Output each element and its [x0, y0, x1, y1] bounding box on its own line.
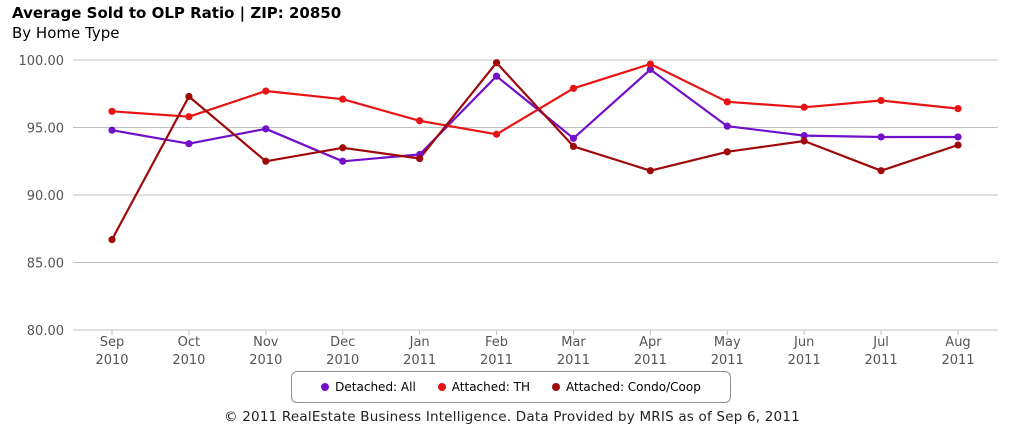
x-tick-label-month: Mar: [561, 335, 586, 350]
x-tick-label-month: Sep: [100, 335, 125, 350]
series-line-attached-th: [111, 62, 959, 136]
data-point-attached-th: [877, 96, 885, 105]
x-tick-label-year: 2010: [249, 353, 282, 368]
data-point-detached-all: [723, 122, 731, 130]
x-tick-label-month: Jul: [872, 335, 889, 350]
data-point-attached-condo-coop: [262, 157, 270, 165]
data-point-detached-all: [646, 65, 654, 74]
legend-marker-attached-condo-coop: [551, 383, 560, 391]
data-point-attached-condo-coop: [108, 235, 116, 244]
data-point-attached-condo-coop: [800, 137, 808, 145]
data-point-detached-all: [339, 157, 347, 165]
data-point-attached-th: [569, 84, 578, 92]
data-point-attached-th: [339, 95, 347, 103]
data-point-attached-th: [492, 130, 501, 138]
x-tick-label-year: 2011: [557, 353, 590, 368]
x-tick-label-month: Feb: [485, 335, 508, 350]
x-tick-label-month: Nov: [253, 335, 279, 350]
data-point-attached-th: [185, 113, 193, 121]
x-tick-label-year: 2011: [711, 353, 744, 368]
chart-title: Average Sold to OLP Ratio | ZIP: 20850: [12, 4, 342, 22]
data-point-attached-th: [262, 87, 270, 95]
legend-item-attached-th[interactable]: Attached: TH: [437, 380, 530, 394]
data-point-detached-all: [492, 72, 501, 80]
y-axis: 80.00 85.00 90.00 95.00 100.00: [19, 54, 65, 339]
x-tick-label-month: Aug: [945, 335, 970, 350]
data-point-detached-all: [569, 134, 578, 142]
data-point-attached-condo-coop: [954, 141, 962, 149]
series-line-detached-all: [111, 68, 958, 163]
data-point-detached-all: [185, 140, 193, 148]
data-point-detached-all: [108, 126, 116, 134]
x-tick-label-month: May: [714, 335, 741, 350]
x-tick-label-year: 2011: [788, 353, 821, 368]
legend: Detached: All Attached: TH Attached: Con…: [291, 371, 731, 403]
data-point-attached-condo-coop: [877, 167, 885, 175]
y-tick-label: 90.00: [27, 189, 64, 204]
x-tick-label-year: 2011: [480, 353, 513, 368]
data-point-attached-condo-coop: [185, 92, 193, 101]
y-tick-label: 95.00: [27, 122, 64, 137]
data-point-detached-all: [800, 132, 808, 140]
x-tick-label-year: 2010: [326, 353, 359, 368]
y-tick-label: 100.00: [19, 54, 65, 69]
y-tick-label: 85.00: [27, 257, 64, 272]
legend-marker-detached-all: [321, 383, 330, 391]
legend-label-detached-all: Detached: All: [335, 380, 416, 394]
x-tick-label-year: 2011: [941, 353, 974, 368]
y-tick-label: 80.00: [27, 324, 64, 339]
data-point-attached-condo-coop: [339, 144, 347, 152]
data-point-attached-th: [646, 60, 654, 68]
series-line-attached-condo-coop: [111, 61, 959, 241]
x-tick-label-month: Oct: [178, 335, 200, 350]
data-point-attached-th: [954, 105, 962, 113]
legend-item-attached-condo-coop[interactable]: Attached: Condo/Coop: [551, 380, 701, 394]
legend-marker-attached-th: [437, 383, 446, 391]
data-point-attached-th: [108, 107, 116, 115]
data-point-attached-condo-coop: [569, 142, 578, 150]
series-lines: [111, 61, 959, 241]
data-point-attached-th: [416, 117, 424, 125]
x-tick-label-year: 2011: [403, 353, 436, 368]
x-tick-label-year: 2011: [634, 353, 667, 368]
x-axis: Sep 2010 Oct 2010 Nov 2010 Dec 2010 Jan 2011 Feb 20…: [95, 330, 975, 368]
x-tick-label-year: 2010: [95, 353, 128, 368]
data-point-attached-condo-coop: [492, 59, 501, 67]
x-tick-label-month: Dec: [330, 335, 355, 350]
data-point-detached-all: [262, 125, 270, 133]
x-tick-label-month: Apr: [639, 335, 662, 350]
grid-lines: [73, 59, 998, 331]
legend-label-attached-condo-coop: Attached: Condo/Coop: [565, 380, 701, 394]
chart-subtitle: By Home Type: [12, 24, 120, 42]
legend-item-detached-all[interactable]: Detached: All: [321, 380, 416, 394]
data-point-detached-all: [954, 133, 962, 141]
series-points: [108, 59, 962, 244]
x-tick-label-month: Jan: [409, 335, 430, 350]
data-point-attached-condo-coop: [723, 148, 731, 156]
footer-copyright: © 2011 RealEstate Business Intelligence.…: [224, 409, 800, 425]
data-point-attached-th: [800, 103, 808, 111]
data-point-attached-th: [723, 98, 731, 106]
data-point-attached-condo-coop: [416, 154, 424, 163]
data-point-attached-condo-coop: [646, 167, 654, 175]
x-tick-label-year: 2011: [865, 353, 898, 368]
legend-label-attached-th: Attached: TH: [451, 380, 530, 394]
x-tick-label-year: 2010: [172, 353, 205, 368]
data-point-detached-all: [877, 133, 885, 141]
x-tick-label-month: Jun: [793, 335, 814, 350]
